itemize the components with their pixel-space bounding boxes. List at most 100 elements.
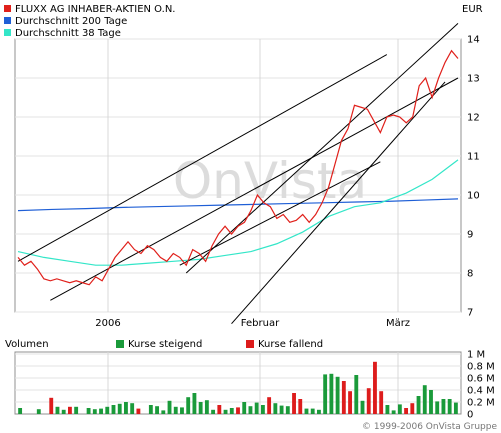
volume-bar — [310, 408, 315, 414]
volume-grid — [15, 352, 461, 414]
y-tick-label: 12 — [467, 113, 480, 124]
volume-bar — [341, 381, 346, 414]
volume-bar — [260, 405, 265, 414]
volume-bar — [453, 402, 458, 414]
y-tick-label: 14 — [467, 35, 480, 46]
volume-bar — [292, 393, 296, 414]
volume-bar — [354, 375, 359, 414]
volume-bar — [130, 403, 135, 414]
volume-y-tick-label: 0.2 M — [467, 398, 495, 409]
volume-bar — [335, 376, 340, 414]
trendline — [231, 81, 446, 325]
volume-bar — [391, 410, 396, 414]
volume-bar — [167, 400, 172, 414]
volume-bar — [49, 397, 54, 414]
volume-bar — [273, 403, 278, 414]
y-tick-label: 11 — [467, 152, 480, 163]
price-x-axis: 2006 Februar März — [95, 318, 410, 329]
series-line-ma38 — [17, 159, 459, 266]
legend-swatch-ma38 — [4, 29, 11, 36]
x-tick-label: 2006 — [95, 318, 120, 329]
volume-bar — [92, 409, 97, 414]
y-tick-label: 8 — [467, 269, 473, 280]
volume-bar — [316, 409, 321, 414]
volume-bar — [86, 408, 91, 414]
volume-y-tick-label: 0.6 M — [467, 374, 495, 385]
volume-bar — [366, 388, 371, 414]
volume-bar — [348, 391, 352, 414]
volume-bar — [148, 405, 153, 414]
volume-bar — [404, 408, 409, 414]
volume-title: Volumen — [5, 339, 49, 350]
volume-bar — [36, 409, 41, 414]
volume-bar — [298, 399, 303, 414]
price-y-axis: 7 8 9 10 11 12 13 14 — [467, 35, 480, 319]
volume-bar — [198, 402, 203, 414]
volume-y-tick-label: 0.8 M — [467, 362, 495, 373]
volume-bar — [447, 399, 452, 414]
price-series — [17, 23, 459, 325]
volume-bar — [416, 396, 421, 414]
volume-bar — [61, 409, 66, 414]
y-tick-label: 9 — [467, 230, 473, 241]
volume-bar — [204, 400, 209, 414]
volume-bar — [180, 407, 184, 414]
legend-swatch-rising — [116, 340, 124, 348]
legend-label-ma200: Durchschnitt 200 Tage — [15, 16, 127, 27]
volume-bar — [105, 406, 110, 414]
volume-bar — [111, 405, 116, 414]
legend-swatch-falling — [246, 340, 254, 348]
volume-bar — [435, 401, 440, 414]
y-tick-label: 10 — [467, 191, 480, 202]
volume-y-tick-label: 0 — [467, 410, 473, 421]
volume-y-tick-label: 1 M — [467, 350, 485, 361]
trendline — [50, 77, 459, 301]
volume-bar — [279, 405, 284, 414]
legend-label-price: FLUXX AG INHABER-AKTIEN O.N. — [15, 4, 175, 15]
volume-bar — [217, 405, 222, 414]
volume-bar — [211, 409, 216, 414]
y-tick-label: 7 — [467, 308, 473, 319]
legend-label-ma38: Durchschnitt 38 Tage — [15, 28, 121, 39]
y-tick-label: 13 — [467, 74, 480, 85]
volume-bar — [373, 361, 377, 414]
volume-bar — [360, 400, 365, 414]
series-line-price — [17, 49, 459, 286]
volume-bar — [304, 408, 309, 414]
legend-label-rising: Kurse steigend — [128, 339, 202, 350]
volume-bar — [410, 403, 415, 414]
volume-bar — [67, 406, 72, 414]
volume-bar — [124, 402, 128, 414]
x-tick-label: März — [386, 318, 410, 329]
volume-bar — [397, 404, 402, 414]
volume-bar — [242, 402, 247, 414]
volume-bar — [192, 393, 197, 414]
volume-bar — [267, 397, 272, 414]
volume-bar — [55, 406, 60, 414]
x-tick-label: Februar — [241, 318, 280, 329]
volume-bar — [74, 406, 79, 414]
volume-bar — [385, 405, 390, 414]
volume-bar — [229, 408, 234, 414]
trendline — [185, 23, 459, 274]
legend-swatch-ma200 — [4, 17, 11, 24]
volume-y-axis: 00.2 M0.4 M0.6 M0.8 M1 M — [467, 350, 495, 421]
volume-bar — [236, 407, 240, 414]
volume-bar — [254, 402, 259, 414]
legend-label-falling: Kurse fallend — [258, 339, 323, 350]
legend-swatch-price — [4, 5, 11, 12]
volume-bar — [186, 397, 191, 414]
volume-bar — [161, 410, 166, 414]
volume-bar — [285, 406, 290, 414]
volume-bar — [99, 408, 103, 414]
volume-bars — [18, 361, 458, 414]
volume-y-tick-label: 0.4 M — [467, 386, 495, 397]
volume-bar — [18, 408, 23, 414]
copyright-text: © 1999-2006 OnVista Gruppe — [362, 422, 497, 432]
volume-bar — [429, 390, 433, 414]
price-plot-area — [14, 38, 462, 313]
currency-label: EUR — [462, 4, 483, 15]
trendline — [179, 161, 381, 266]
